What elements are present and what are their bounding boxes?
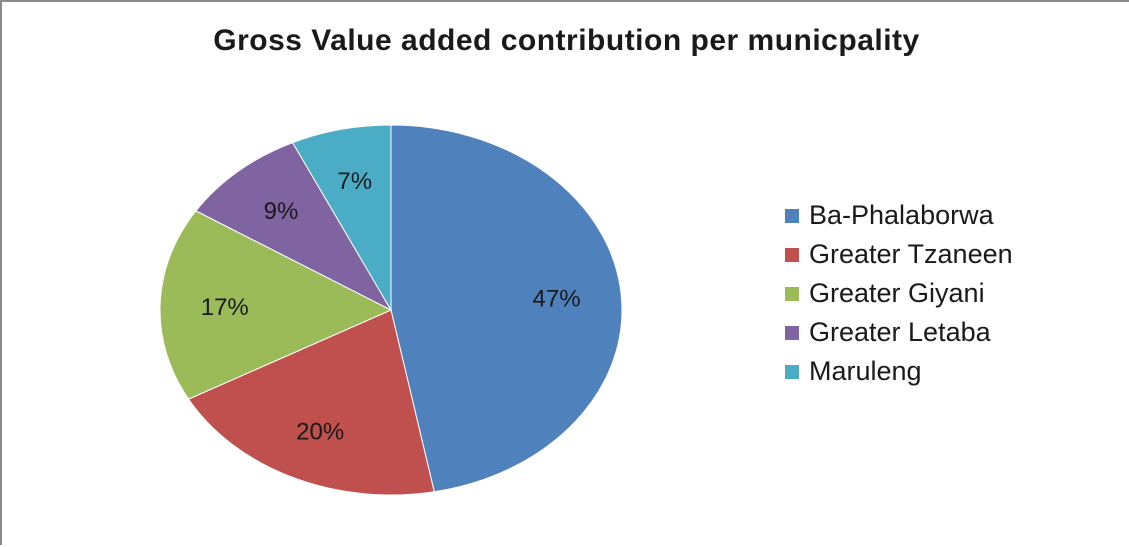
pie-slice-greater-letaba [195,141,393,312]
pie-slice-maruleng [291,124,392,312]
legend-swatch [785,208,799,223]
pie-slice-greater-giyani [159,210,393,400]
legend-label: Ba-Phalaborwa [809,200,994,230]
legend-item: Ba-Phalaborwa [785,196,1013,235]
legend-swatch [785,325,799,340]
legend-swatch [785,364,799,379]
data-label: 17% [201,294,249,321]
pie-data-labels: 47% 20% 17% 9% 7% [201,168,581,446]
legend-swatch [785,247,799,262]
legend-label: Greater Tzaneen [809,239,1013,269]
data-label: 47% [533,285,581,312]
legend-label: Maruleng [809,356,922,386]
pie-slice-ba-phalaborwa [390,124,623,493]
legend-item: Maruleng [785,352,1013,391]
pie-slice-greater-tzaneen [187,309,435,496]
legend-item: Greater Tzaneen [785,235,1013,274]
chart-title: Gross Value added contribution per munic… [213,24,920,57]
data-label: 20% [296,419,344,446]
legend-label: Greater Giyani [809,278,985,308]
legend-label: Greater Letaba [809,317,991,347]
legend-swatch [785,286,799,301]
data-label: 9% [264,198,299,225]
legend-item: Greater Letaba [785,313,1013,352]
chart-legend: Ba-Phalaborwa Greater Tzaneen Greater Giya… [785,196,1013,391]
pie-slices [159,124,623,496]
data-label: 7% [337,168,372,195]
legend-item: Greater Giyani [785,274,1013,313]
